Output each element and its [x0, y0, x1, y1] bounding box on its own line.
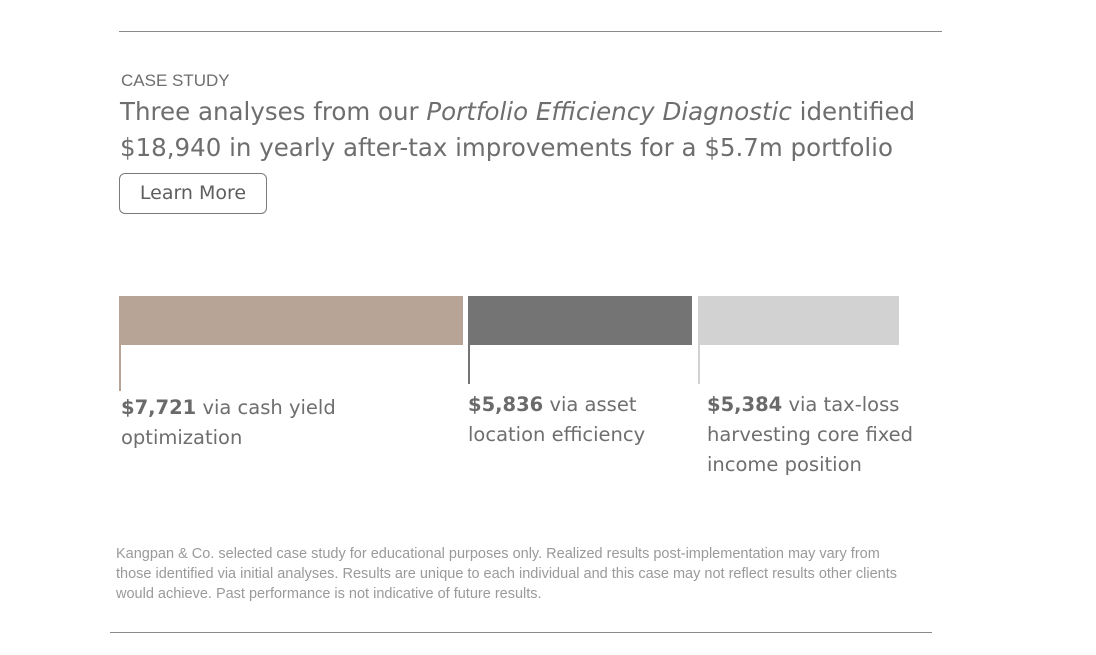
- savings-marker-asset-location: [468, 345, 470, 384]
- savings-amount: $7,721: [121, 396, 197, 419]
- savings-amount: $5,384: [707, 393, 783, 416]
- top-divider: [119, 31, 942, 32]
- learn-more-button[interactable]: Learn More: [119, 173, 267, 214]
- bottom-divider: [110, 632, 932, 633]
- savings-description: via tax-loss harvesting core fixed incom…: [707, 393, 914, 476]
- savings-item-cash-yield: $7,721 via cash yield optimization: [121, 393, 451, 453]
- savings-bar-tax-loss-harvesting: [698, 296, 899, 345]
- savings-description: via asset location efficiency: [468, 393, 646, 446]
- headline-text-start: Three analyses from our: [120, 97, 427, 126]
- headline-text-end: identified $18,940 in yearly after-tax i…: [120, 97, 916, 162]
- savings-marker-tax-loss-harvesting: [698, 345, 700, 384]
- savings-description: via cash yield optimization: [121, 396, 336, 449]
- section-eyebrow: CASE STUDY: [121, 71, 230, 90]
- savings-bar-asset-location: [468, 296, 692, 345]
- savings-marker-cash-yield: [119, 345, 121, 391]
- case-study-headline: Three analyses from our Portfolio Effici…: [120, 94, 970, 166]
- savings-item-asset-location: $5,836 via asset location efficiency: [468, 390, 693, 450]
- savings-item-tax-loss-harvesting: $5,384 via tax-loss harvesting core fixe…: [707, 390, 947, 480]
- disclaimer-text: Kangpan & Co. selected case study for ed…: [116, 546, 898, 602]
- savings-bar-cash-yield: [119, 296, 463, 345]
- savings-amount: $5,836: [468, 393, 544, 416]
- headline-product-name: Portfolio Efficiency Diagnostic: [426, 97, 792, 126]
